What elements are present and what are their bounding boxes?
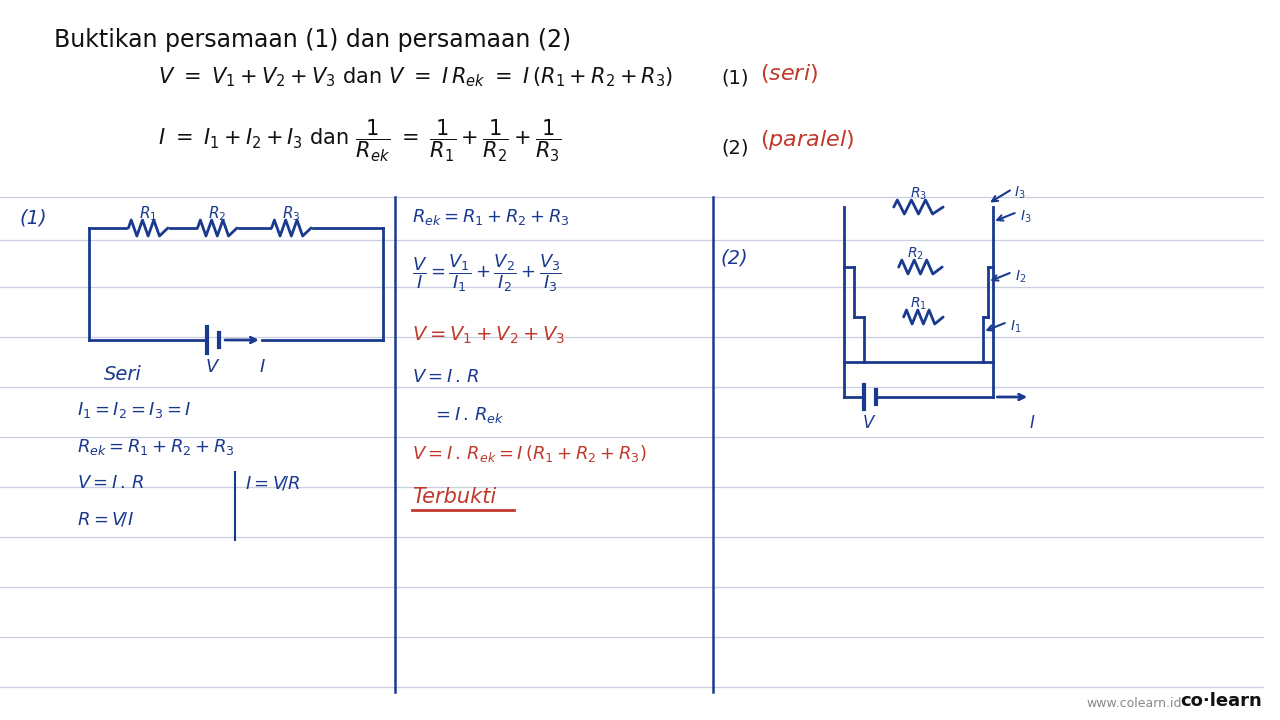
Text: $\dfrac{V}{I} = \dfrac{V_1}{I_1} + \dfrac{V_2}{I_2} + \dfrac{V_3}{I_3}$: $\dfrac{V}{I} = \dfrac{V_1}{I_1} + \dfra… xyxy=(412,252,562,294)
Text: $I_3$: $I_3$ xyxy=(1020,209,1032,225)
Text: I: I xyxy=(1029,414,1034,432)
Text: $V = V_1 + V_2 + V_3$: $V = V_1 + V_2 + V_3$ xyxy=(412,325,564,346)
Text: (1): (1) xyxy=(19,208,47,227)
Text: (1): (1) xyxy=(721,68,749,87)
Text: V: V xyxy=(863,414,874,432)
Text: $I\ =\ I_1 + I_2 + I_3\ \mathrm{dan}\ \dfrac{1}{R_{ek}}\ =\ \dfrac{1}{R_1} + \df: $I\ =\ I_1 + I_2 + I_3\ \mathrm{dan}\ \d… xyxy=(157,118,562,164)
Text: (2): (2) xyxy=(721,138,749,157)
Text: $I_1$: $I_1$ xyxy=(1010,319,1021,336)
Text: $R_2$: $R_2$ xyxy=(908,246,924,262)
Text: $I_1 = I_2 = I_3 = I$: $I_1 = I_2 = I_3 = I$ xyxy=(77,400,192,420)
Text: Seri: Seri xyxy=(104,365,142,384)
Text: $R = V\!/I$: $R = V\!/I$ xyxy=(77,510,134,528)
Text: Terbukti: Terbukti xyxy=(412,487,495,507)
Text: $R_2$: $R_2$ xyxy=(209,204,227,223)
Text: $I_3$: $I_3$ xyxy=(1014,185,1025,202)
Text: $V\ =\ V_1 + V_2 + V_3\ \mathrm{dan}\ V\ =\ I\,R_{ek}\ =\ I\,(R_1 + R_2 + R_3)$: $V\ =\ V_1 + V_2 + V_3\ \mathrm{dan}\ V\… xyxy=(157,65,673,89)
Text: I: I xyxy=(259,358,265,376)
Text: $\it{(seri)}$: $\it{(seri)}$ xyxy=(760,62,818,85)
Text: $R_3$: $R_3$ xyxy=(910,186,927,202)
Text: Buktikan persamaan (1) dan persamaan (2): Buktikan persamaan (1) dan persamaan (2) xyxy=(54,28,571,52)
Text: www.colearn.id: www.colearn.id xyxy=(1087,697,1181,710)
Text: V: V xyxy=(205,358,218,376)
Text: $= I\,.\,R_{ek}$: $= I\,.\,R_{ek}$ xyxy=(431,405,504,425)
Text: $R_3$: $R_3$ xyxy=(282,204,301,223)
Text: $R_{ek} = R_1 + R_2 + R_3$: $R_{ek} = R_1 + R_2 + R_3$ xyxy=(412,207,570,227)
Text: (2): (2) xyxy=(721,248,749,267)
Text: $I = V\!/R$: $I = V\!/R$ xyxy=(244,474,301,492)
Text: $R_1$: $R_1$ xyxy=(140,204,157,223)
Text: co·learn: co·learn xyxy=(1180,692,1262,710)
Text: $\it{(paralel)}$: $\it{(paralel)}$ xyxy=(760,128,855,152)
Text: $V = I\,.\,R$: $V = I\,.\,R$ xyxy=(412,368,480,386)
Text: $I_2$: $I_2$ xyxy=(1015,269,1027,285)
Text: $R_1$: $R_1$ xyxy=(910,296,927,312)
Text: $V = I\,.\,R_{ek} = I\,(R_1+R_2+R_3)$: $V = I\,.\,R_{ek} = I\,(R_1+R_2+R_3)$ xyxy=(412,443,646,464)
Text: $V = I\,.\,R$: $V = I\,.\,R$ xyxy=(77,474,145,492)
Text: $R_{ek} = R_1 + R_2 + R_3$: $R_{ek} = R_1 + R_2 + R_3$ xyxy=(77,437,236,457)
